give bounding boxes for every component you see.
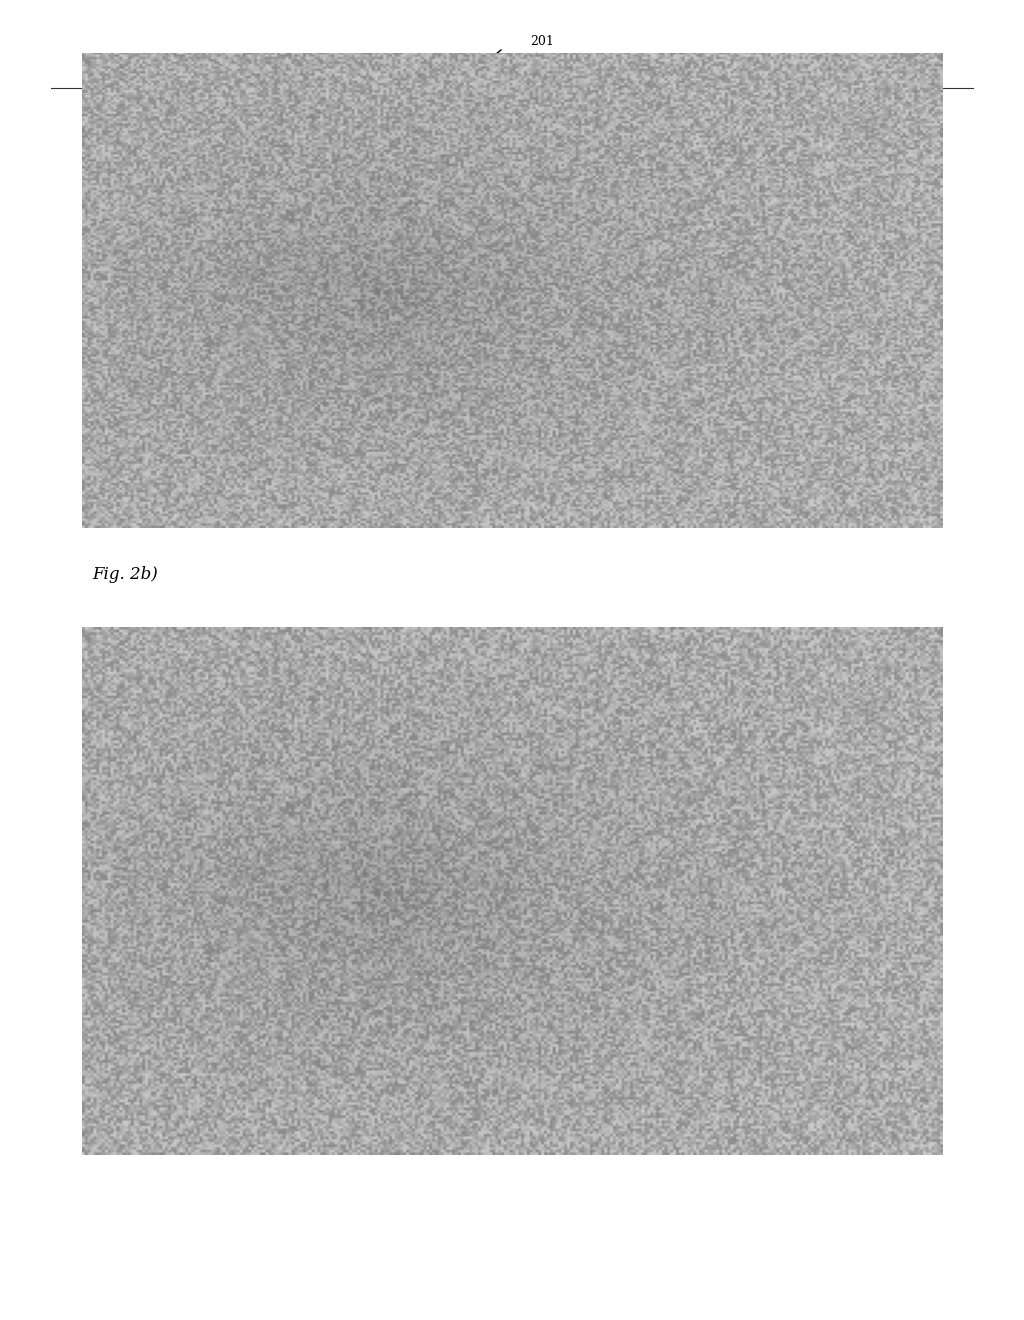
Text: 206: 206 (458, 1041, 485, 1078)
Text: 206: 206 (562, 694, 613, 721)
Text: 201: 201 (510, 36, 554, 106)
Text: 205: 205 (729, 412, 760, 441)
Text: 201: 201 (645, 821, 703, 847)
Text: 206: 206 (283, 275, 338, 298)
Text: 203: 203 (593, 731, 656, 758)
Text: 205: 205 (359, 242, 424, 271)
Text: 203: 203 (464, 284, 519, 317)
Text: US 2013/0316302 A1: US 2013/0316302 A1 (776, 66, 942, 79)
Text: Nov. 28, 2013  Sheet 3 of 13: Nov. 28, 2013 Sheet 3 of 13 (402, 66, 622, 79)
Text: Fig. 2b): Fig. 2b) (92, 566, 158, 582)
Text: 206: 206 (494, 265, 545, 280)
Text: Patent Application Publication: Patent Application Publication (82, 66, 344, 79)
